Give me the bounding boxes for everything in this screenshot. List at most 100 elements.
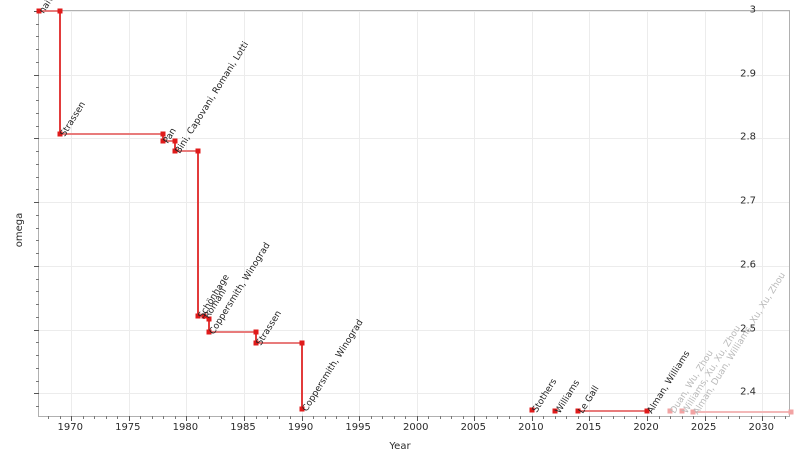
y-tick-label: 2.8 (740, 131, 756, 143)
data-point[interactable] (529, 407, 535, 413)
x-tick (531, 416, 533, 421)
y-tick (34, 138, 39, 140)
x-tick-minor (658, 416, 660, 419)
y-tick-minor (36, 367, 39, 369)
data-point[interactable] (36, 8, 42, 14)
gridline-horizontal (39, 11, 789, 12)
x-tick-minor (716, 416, 718, 419)
gridline-horizontal (39, 265, 789, 267)
x-tick (128, 416, 130, 421)
series-segment-horizontal (197, 314, 204, 317)
x-tick-minor (48, 416, 50, 419)
y-tick (34, 265, 39, 267)
y-tick-minor (36, 304, 39, 306)
x-tick-label: 2005 (460, 422, 487, 433)
y-tick-label: 3 (749, 4, 756, 16)
x-tick-minor (750, 416, 752, 419)
data-point[interactable] (299, 340, 305, 346)
series-segment-vertical (300, 343, 303, 410)
x-tick-minor (497, 416, 499, 419)
y-tick-minor (36, 100, 39, 102)
y-tick (34, 393, 39, 395)
data-point[interactable] (690, 409, 696, 415)
y-tick-minor (36, 380, 39, 382)
data-point[interactable] (253, 340, 258, 346)
x-tick-minor (336, 416, 338, 419)
y-tick-minor (36, 87, 39, 89)
gridline-vertical (474, 11, 476, 416)
gridline-vertical (762, 11, 764, 416)
gridline-vertical (301, 11, 303, 416)
y-tick-minor (36, 278, 39, 280)
data-point[interactable] (172, 138, 178, 144)
data-point[interactable] (253, 329, 258, 335)
x-tick-minor (197, 416, 199, 419)
x-tick (301, 416, 303, 421)
y-tick-label: 2.6 (740, 259, 756, 271)
gridline-vertical (704, 11, 706, 416)
data-point[interactable] (160, 138, 166, 144)
series-segment-vertical (196, 151, 199, 316)
data-point[interactable] (679, 408, 685, 414)
x-tick-minor (324, 416, 326, 419)
x-tick (589, 416, 591, 421)
data-point[interactable] (206, 329, 212, 335)
series-segment-horizontal (577, 409, 648, 412)
x-tick-minor (105, 416, 107, 419)
x-tick-minor (347, 416, 349, 419)
x-tick-minor (232, 416, 234, 419)
gridline-vertical (243, 11, 245, 416)
x-tick-minor (255, 416, 257, 419)
data-point[interactable] (206, 316, 212, 322)
gridline-horizontal (39, 138, 789, 140)
y-tick-minor (36, 316, 39, 318)
y-tick-label: 2.9 (740, 68, 756, 80)
x-tick-label: 2015 (575, 422, 602, 433)
y-tick-minor (36, 61, 39, 63)
data-point[interactable] (788, 409, 794, 415)
data-point[interactable] (552, 408, 558, 414)
x-axis-title: Year (389, 441, 411, 452)
y-tick-minor (36, 240, 39, 242)
gridline-vertical (589, 11, 591, 416)
x-tick-label: 1990 (287, 422, 314, 433)
data-point[interactable] (201, 313, 207, 319)
x-tick-minor (543, 416, 545, 419)
y-tick-minor (36, 214, 39, 216)
y-tick-minor (36, 227, 39, 229)
data-point[interactable] (667, 408, 673, 414)
data-point[interactable] (172, 148, 178, 154)
gridline-vertical (71, 11, 73, 416)
x-tick-minor (174, 416, 176, 419)
data-point[interactable] (644, 408, 650, 414)
x-tick-minor (439, 416, 441, 419)
data-point[interactable] (195, 313, 201, 319)
x-tick-minor (577, 416, 579, 419)
y-axis-title: omega (13, 212, 25, 248)
gridline-vertical (128, 11, 130, 416)
data-point[interactable] (57, 8, 63, 14)
data-point-label: Coppersmith, Winograd (300, 318, 366, 414)
y-tick-minor (36, 355, 39, 357)
x-tick (71, 416, 73, 421)
data-point[interactable] (575, 408, 581, 414)
x-tick-minor (220, 416, 222, 419)
x-tick-minor (313, 416, 315, 419)
gridline-horizontal (39, 74, 789, 76)
series-segment-horizontal (174, 150, 198, 153)
y-tick-minor (36, 49, 39, 51)
data-point[interactable] (160, 131, 166, 137)
data-point[interactable] (299, 406, 305, 412)
x-tick-label: 1980 (172, 422, 199, 433)
x-tick-minor (727, 416, 729, 419)
x-tick-label: 1975 (115, 422, 141, 433)
y-tick-minor (36, 291, 39, 293)
x-tick-minor (635, 416, 637, 419)
series-segment-horizontal (163, 140, 175, 143)
gridline-horizontal (39, 329, 789, 331)
data-point[interactable] (195, 148, 201, 154)
x-tick-label: 1970 (57, 422, 83, 433)
data-point[interactable] (57, 131, 63, 137)
x-tick-minor (278, 416, 280, 419)
x-tick (416, 416, 418, 421)
